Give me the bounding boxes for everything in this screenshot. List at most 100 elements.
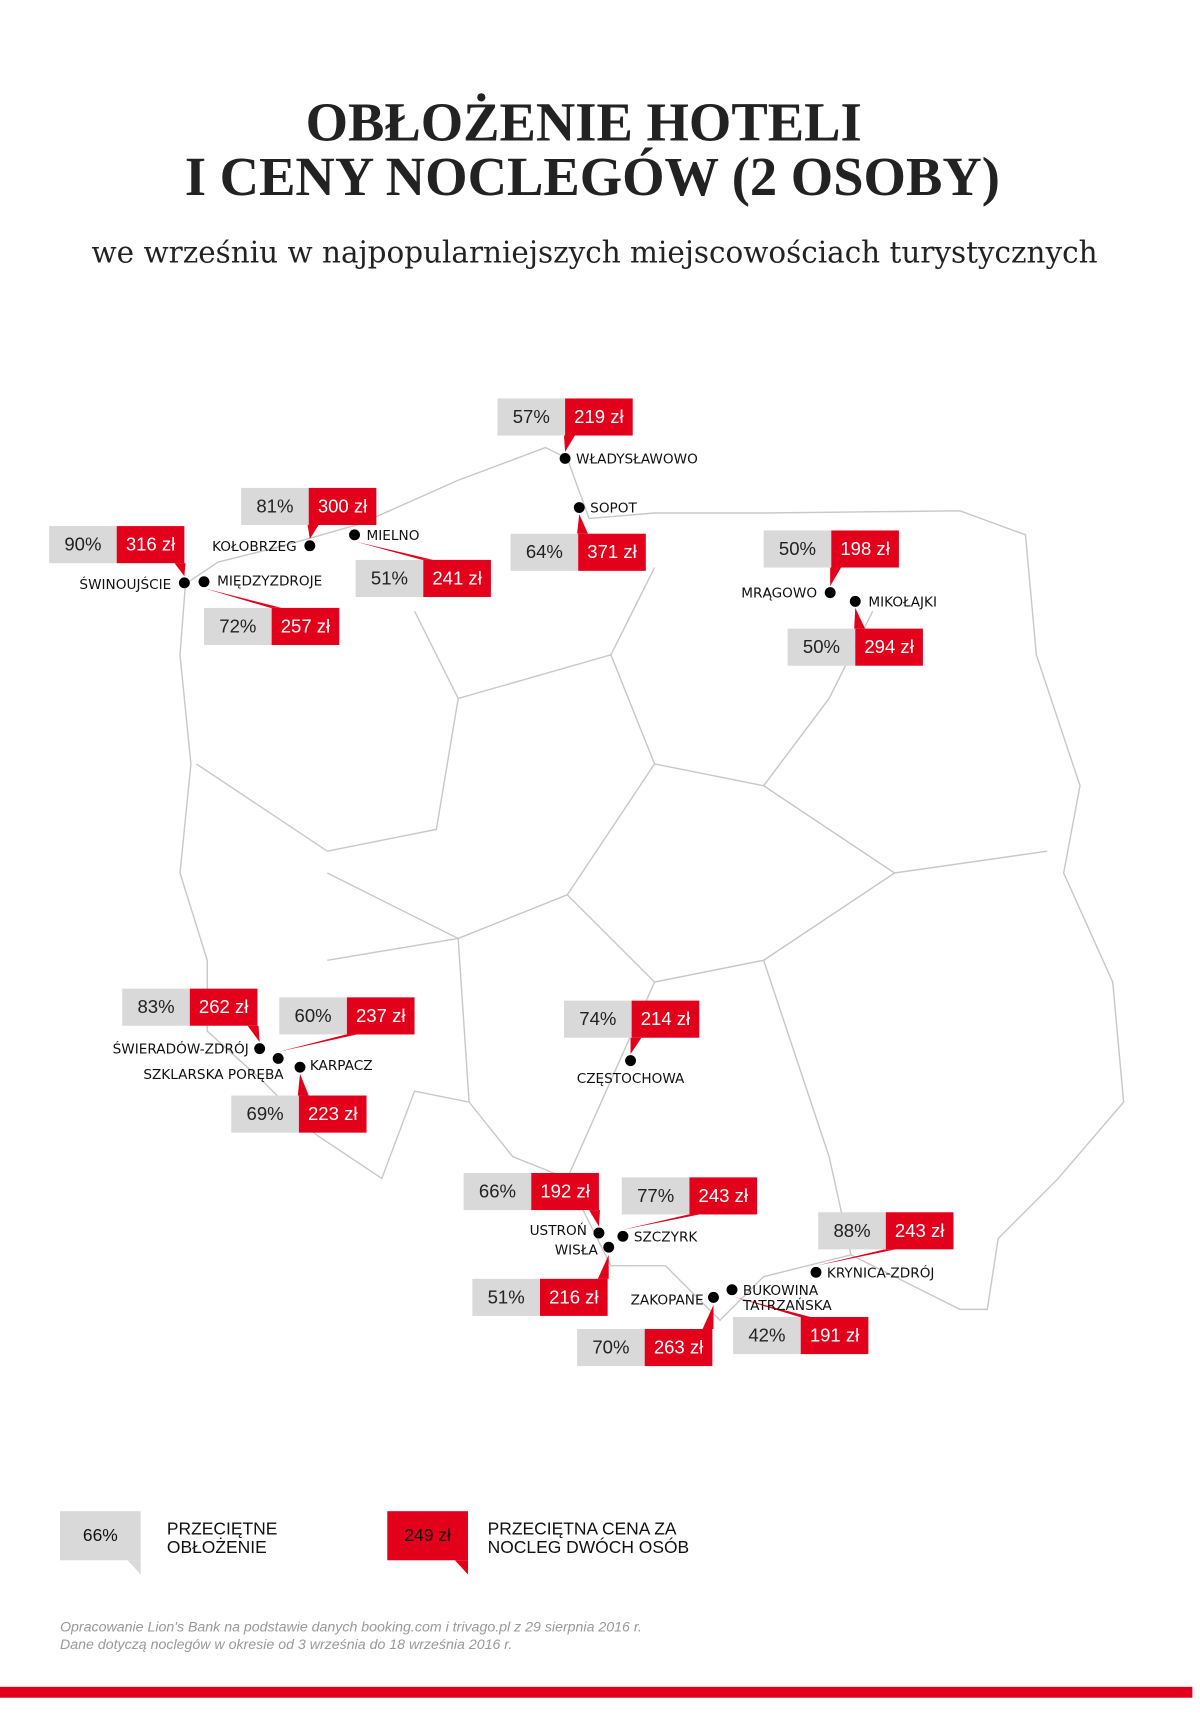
occupancy-box [355, 559, 424, 597]
occupancy-box [204, 607, 272, 645]
price-box [831, 530, 899, 568]
footer-note: Dane dotyczą noclegów w okresie od 3 wrz… [60, 1637, 512, 1653]
city-dot [559, 453, 571, 464]
occupancy-value: 57% [513, 406, 550, 427]
legend-sample: 249 zł [404, 1525, 451, 1545]
city-name: ŚWIERADÓW-ZDRÓJ [113, 1040, 249, 1058]
occupancy-box [733, 1317, 801, 1355]
price-value: 241 zł [432, 567, 481, 588]
price-value: 243 zł [699, 1185, 748, 1206]
price-box [308, 487, 377, 525]
badge-pointer [630, 1037, 642, 1055]
price-value: 237 zł [356, 1005, 405, 1026]
price-value: 216 zł [549, 1286, 598, 1307]
occupancy-value: 60% [295, 1005, 332, 1026]
price-box [855, 628, 923, 666]
city-name: MIĘDZYZDROJE [217, 574, 322, 590]
legend-label: PRZECIĘTNE [167, 1518, 277, 1538]
occupancy-box [763, 530, 832, 568]
legend-pointer [127, 1560, 141, 1575]
city-name: ŚWINOUJŚCIE [79, 575, 171, 593]
price-value: 219 zł [574, 406, 623, 427]
price-box [531, 1173, 599, 1211]
price-value: 262 zł [199, 996, 248, 1017]
occupancy-value: 83% [137, 996, 174, 1017]
city-dot [593, 1227, 605, 1239]
city-name: WISŁA [555, 1242, 599, 1258]
city-name: ZAKOPANE [631, 1293, 704, 1309]
price-value: 191 zł [810, 1325, 859, 1346]
legend-label: NOCLEG DWÓCH OSÓB [488, 1536, 690, 1557]
legend-label: OBŁOŻENIE [167, 1537, 267, 1557]
legend-label: PRZECIĘTNA CENA ZA [488, 1518, 677, 1538]
badge-pointer [297, 1073, 309, 1096]
city-dot [617, 1230, 629, 1242]
badge-pointer [854, 607, 866, 629]
city-name: MIELNO [367, 528, 420, 544]
legend-swatch [387, 1511, 468, 1561]
legend-sample: 66% [83, 1525, 118, 1545]
occupancy-value: 70% [592, 1337, 629, 1358]
price-box [689, 1177, 758, 1215]
city-dot [726, 1284, 738, 1296]
badge-pointer [732, 1296, 811, 1317]
legend-pointer [454, 1560, 468, 1575]
badge-pointer [278, 1034, 357, 1052]
occupancy-box [49, 526, 117, 564]
occupancy-value: 64% [526, 541, 563, 562]
occupancy-value: 51% [488, 1286, 525, 1307]
occupancy-box [564, 1000, 632, 1038]
price-box [540, 1278, 608, 1316]
badge-pointer [174, 563, 186, 577]
city-name: KRYNICA-ZDRÓJ [827, 1263, 935, 1281]
footer-bar [0, 1686, 1193, 1698]
subtitle: we wrześniu w najpopularniejszych miejsc… [91, 235, 1097, 269]
price-box [800, 1317, 869, 1355]
occupancy-box [787, 628, 856, 666]
occupancy-box [241, 487, 309, 525]
badge-pointer [702, 1305, 714, 1329]
price-box [423, 559, 491, 597]
occupancy-value: 90% [64, 534, 101, 555]
price-value: 214 zł [641, 1008, 690, 1029]
price-box [271, 607, 340, 645]
occupancy-box [231, 1095, 299, 1133]
occupancy-value: 88% [833, 1220, 870, 1241]
city-dot [304, 540, 316, 552]
city-dot [810, 1266, 822, 1278]
occupancy-value: 50% [779, 538, 816, 559]
city-dot [198, 576, 210, 588]
city-dot [573, 502, 585, 513]
badge-pointer [354, 541, 434, 560]
price-value: 257 zł [281, 615, 330, 636]
city-name: KARPACZ [310, 1058, 373, 1074]
city-dot [603, 1241, 615, 1253]
badge-pointer [589, 1210, 600, 1227]
badge-pointer [204, 588, 282, 608]
city-dot [272, 1053, 284, 1064]
occupancy-box [621, 1177, 690, 1215]
price-box [189, 988, 258, 1026]
occupancy-box [472, 1278, 540, 1316]
city-dot [849, 595, 861, 607]
price-value: 198 zł [840, 538, 889, 559]
occupancy-box [510, 533, 579, 571]
city-dot [708, 1291, 719, 1303]
city-name: MRĄGOWO [741, 586, 817, 602]
price-box [298, 1095, 367, 1133]
city-name: WŁADYSŁAWOWO [576, 452, 698, 468]
price-box [644, 1329, 713, 1367]
city-name: SOPOT [590, 501, 637, 517]
price-value: 316 zł [126, 534, 175, 555]
city-dot [178, 577, 190, 589]
city-name: KOŁOBRZEG [212, 539, 297, 555]
city-name: MIKOŁAJKI [868, 594, 937, 610]
occupancy-box [497, 398, 566, 436]
city-name: SZCZYRK [634, 1229, 699, 1245]
badge-pointer [307, 525, 319, 540]
badge-pointer [247, 1025, 260, 1043]
price-value: 263 zł [654, 1337, 703, 1358]
occupancy-value: 77% [637, 1185, 674, 1206]
price-box [116, 526, 185, 564]
